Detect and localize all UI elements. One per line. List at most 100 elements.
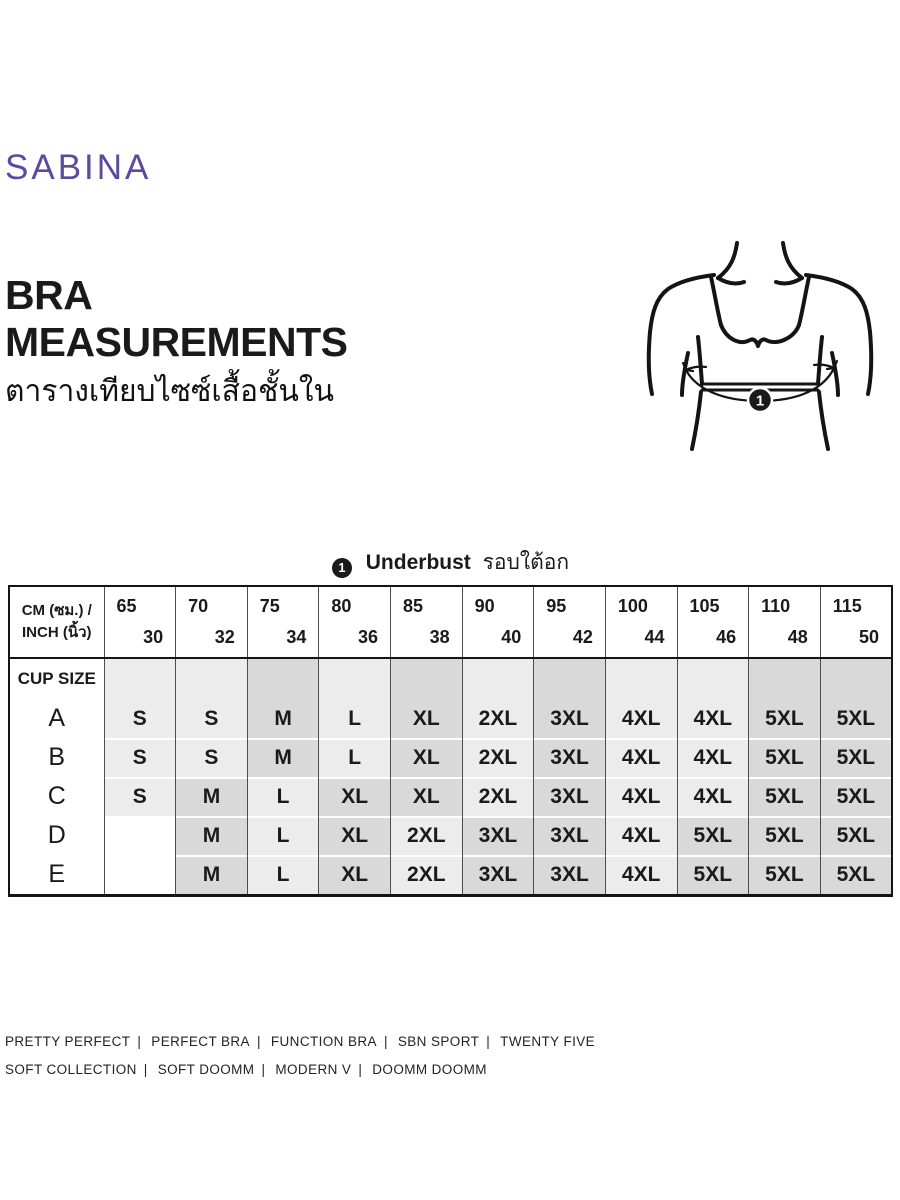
underbust-label-en: Underbust — [365, 551, 471, 574]
cup-size-label-cell: CUP SIZE — [9, 658, 105, 699]
size-value-cell: 3XL — [533, 699, 606, 738]
collection-name: SOFT DOOMM — [157, 1062, 255, 1077]
size-value-cell: 2XL — [462, 738, 535, 777]
brand-logo: SABINA — [5, 148, 152, 187]
underbust-badge-1: 1 — [746, 386, 774, 414]
spacer-cell — [175, 658, 248, 699]
size-value-cell: L — [247, 855, 320, 896]
size-value-cell: 3XL — [533, 777, 606, 816]
collection-name: SBN SPORT — [397, 1034, 480, 1049]
size-value-cell: 5XL — [820, 816, 893, 855]
separator: | — [486, 1034, 491, 1049]
size-value-cell: 4XL — [677, 738, 750, 777]
size-value-cell: 5XL — [748, 816, 821, 855]
collection-name: TWENTY FIVE — [500, 1034, 596, 1049]
measure-header-cell: 80 36 — [318, 586, 391, 659]
size-value-cell: M — [247, 738, 320, 777]
size-value-cell: 4XL — [605, 738, 678, 777]
collection-list-line1: PRETTY PERFECT | PERFECT BRA | FUNCTION BRA |… — [5, 1028, 705, 1056]
separator: | — [137, 1034, 142, 1049]
size-value-cell: 2XL — [462, 777, 535, 816]
spacer-cell — [318, 658, 391, 699]
size-value-cell: XL — [318, 855, 391, 896]
size-value-cell: L — [318, 738, 391, 777]
separator: | — [261, 1062, 266, 1077]
collection-list-line2: SOFT COLLECTION | SOFT DOOMM | MODERN V | DOOM… — [5, 1056, 705, 1084]
measure-header-cell: 70 32 — [175, 586, 248, 659]
cup-letter-cell: E — [9, 855, 105, 896]
size-value-cell: 5XL — [820, 738, 893, 777]
size-value-cell: S — [104, 738, 177, 777]
size-value-cell: S — [175, 738, 248, 777]
cup-letter-cell: A — [9, 699, 105, 738]
size-value-cell: 5XL — [820, 699, 893, 738]
size-value-cell: 5XL — [748, 699, 821, 738]
size-value-cell: M — [175, 855, 248, 896]
svg-text:1: 1 — [756, 393, 764, 410]
measure-header-cell: 100 44 — [605, 586, 678, 659]
size-value-cell: 2XL — [390, 816, 463, 855]
size-value-cell: XL — [390, 777, 463, 816]
bra-size-table: CM (ซม.) / INCH (นิ้ว) 65 30 70 32 75 34 80 36 85 3… — [8, 585, 893, 897]
size-value-cell: 3XL — [533, 816, 606, 855]
unit-corner-cell: CM (ซม.) / INCH (นิ้ว) — [9, 586, 105, 659]
measure-header-cell: 95 42 — [533, 586, 606, 659]
underbust-section-label: 1 Underbust รอบใต้อก — [8, 546, 893, 579]
measure-header-cell: 110 48 — [748, 586, 821, 659]
underbust-label-th: รอบใต้อก — [482, 551, 570, 574]
size-value-cell: 5XL — [677, 855, 750, 896]
size-value-cell — [104, 855, 177, 896]
size-value-cell: 3XL — [533, 855, 606, 896]
spacer-cell — [462, 658, 535, 699]
cup-letter-cell: D — [9, 816, 105, 855]
size-value-cell: M — [175, 777, 248, 816]
tape-arrow-left — [681, 361, 695, 373]
cup-row-E: E M L XL 2XL 3XL 3XL 4XL 5XL 5XL 5XL — [9, 855, 893, 896]
spacer-cell — [605, 658, 678, 699]
cup-row-A: A S S M L XL 2XL 3XL 4XL 4XL 5XL 5XL — [9, 699, 893, 738]
size-value-cell: 4XL — [677, 777, 750, 816]
size-value-cell: L — [318, 699, 391, 738]
size-value-cell: XL — [318, 816, 391, 855]
collection-name: PRETTY PERFECT — [5, 1034, 131, 1049]
size-value-cell: 5XL — [820, 777, 893, 816]
cup-row-C: C S M L XL XL 2XL 3XL 4XL 4XL 5XL 5XL — [9, 777, 893, 816]
collection-name: MODERN V — [275, 1062, 352, 1077]
size-value-cell: 4XL — [605, 816, 678, 855]
spacer-cell — [390, 658, 463, 699]
spacer-cell — [247, 658, 320, 699]
size-value-cell: 3XL — [533, 738, 606, 777]
measure-header-cell: 115 50 — [820, 586, 893, 659]
separator: | — [383, 1034, 388, 1049]
size-value-cell: M — [247, 699, 320, 738]
size-value-cell: L — [247, 777, 320, 816]
cup-letter-cell: C — [9, 777, 105, 816]
size-value-cell — [104, 816, 177, 855]
size-value-cell: M — [175, 816, 248, 855]
size-value-cell: 4XL — [605, 777, 678, 816]
size-value-cell: S — [175, 699, 248, 738]
size-value-cell: 5XL — [677, 816, 750, 855]
bra-measurement-illustration: 1 — [646, 241, 874, 451]
size-value-cell: L — [247, 816, 320, 855]
size-value-cell: XL — [390, 699, 463, 738]
page-title-line1: BRA — [5, 272, 93, 318]
size-value-cell: 4XL — [605, 699, 678, 738]
separator: | — [143, 1062, 148, 1077]
spacer-cell — [677, 658, 750, 699]
cup-letter-cell: B — [9, 738, 105, 777]
size-value-cell: XL — [390, 738, 463, 777]
size-value-cell: 5XL — [748, 738, 821, 777]
size-value-cell: 4XL — [677, 699, 750, 738]
size-value-cell: 3XL — [462, 855, 535, 896]
measure-header-cell: 105 46 — [677, 586, 750, 659]
size-value-cell: XL — [318, 777, 391, 816]
collection-list: PRETTY PERFECT | PERFECT BRA | FUNCTION BRA |… — [5, 1028, 705, 1084]
cup-row-D: D M L XL 2XL 3XL 3XL 4XL 5XL 5XL 5XL — [9, 816, 893, 855]
size-value-cell: 2XL — [462, 699, 535, 738]
page-subtitle-thai: ตารางเทียบไซซ์เสื้อชั้นใน — [5, 375, 335, 408]
separator: | — [358, 1062, 363, 1077]
cup-row-B: B S S M L XL 2XL 3XL 4XL 4XL 5XL 5XL — [9, 738, 893, 777]
size-value-cell: 3XL — [462, 816, 535, 855]
